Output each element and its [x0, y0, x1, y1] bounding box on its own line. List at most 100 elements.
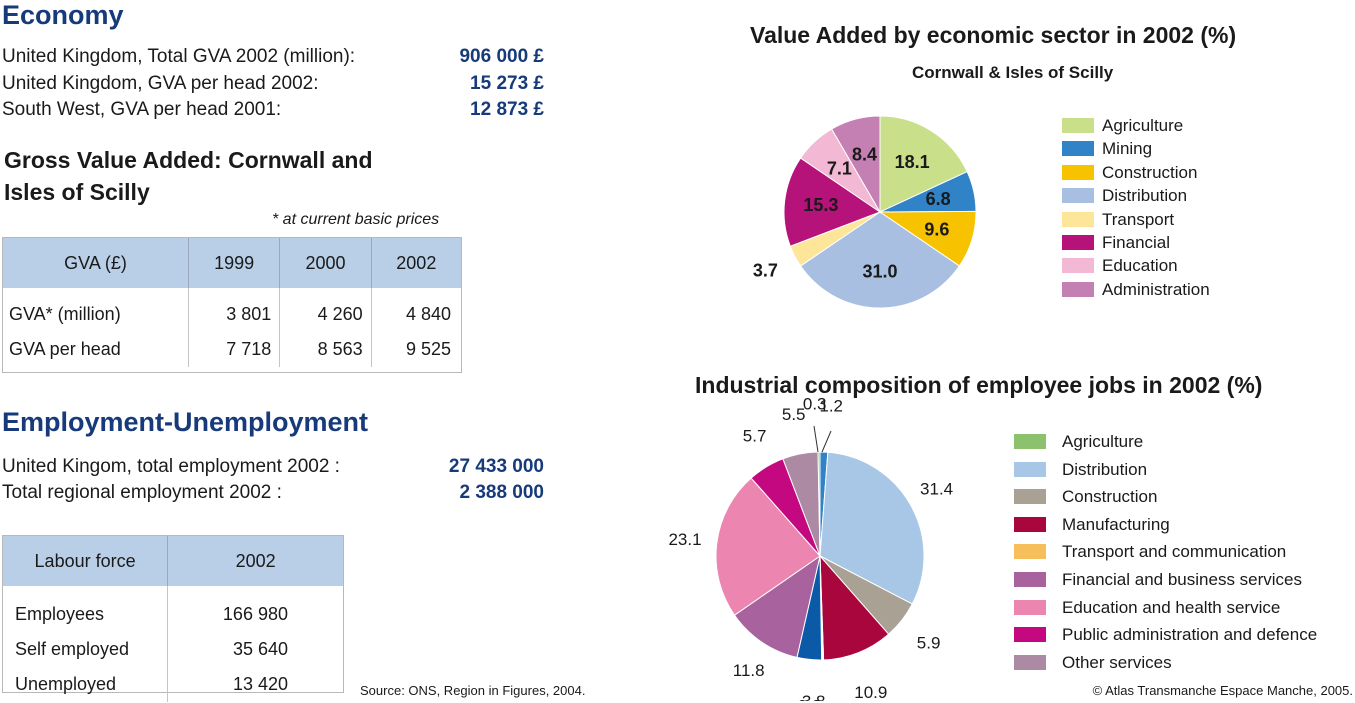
- legend-swatch: [1014, 461, 1046, 477]
- labour-cell: 166 980: [222, 604, 288, 624]
- economy-title: Economy: [2, 0, 124, 30]
- gva-cell: GVA per head: [3, 332, 189, 367]
- economy-row-label: United Kingdom, GVA per head 2002:: [2, 73, 319, 94]
- employment-row-label: United Kingom, total employment 2002 :: [2, 456, 340, 477]
- pie-slice-distribution: [799, 211, 961, 309]
- legend-swatch: [1062, 164, 1094, 180]
- economy-row-value: 906 000 £: [459, 46, 544, 67]
- economy-row-value: 12 873 £: [470, 99, 544, 120]
- pie-data-label: 31.0: [862, 262, 897, 282]
- labour-cell: 13 420: [232, 674, 288, 694]
- economy-row: United Kingdom, GVA per head 2002: 15 27…: [2, 73, 544, 97]
- labour-cell: 35 640: [232, 639, 288, 659]
- pie-data-label: 5.5: [782, 405, 806, 424]
- pie-slice-manufacturing: [819, 554, 890, 661]
- pie2-chart: 1.231.45.910.90.33.811.823.15.75.50.3: [668, 396, 953, 702]
- legend-swatch: [1014, 599, 1046, 615]
- gva-cell: 4 260: [279, 288, 372, 332]
- pie-data-label: 18.1: [895, 152, 930, 172]
- legend-label: Financial and business services: [1062, 570, 1303, 589]
- pie1-legend: Agriculture Mining Construction Distributio…: [1062, 116, 1242, 306]
- labour-cell: Unemployed: [3, 667, 169, 702]
- economy-row-value: 15 273 £: [470, 73, 544, 94]
- legend-swatch: [1014, 654, 1046, 670]
- labour-col-header: Labour force: [3, 536, 169, 586]
- legend-label: Mining: [1102, 139, 1153, 159]
- legend-label: Public administration and defence: [1062, 625, 1318, 645]
- pie2-title: Industrial composition of employee jobs …: [695, 372, 1263, 398]
- employment-row: United Kingom, total employment 2002 : 2…: [2, 456, 544, 480]
- pie-data-label: 15.3: [803, 195, 838, 215]
- pie-data-label: 23.1: [668, 530, 701, 549]
- legend-label: Construction: [1102, 162, 1198, 182]
- legend-label: Construction: [1062, 487, 1158, 507]
- table-row: Self employed 35 640: [3, 632, 343, 667]
- labour-table: Labour force 2002 Employees 166 980 Self…: [2, 535, 344, 702]
- gva-col-header: 2000: [279, 238, 372, 288]
- pie-slice-distribution: [819, 451, 925, 605]
- legend-swatch: [1062, 141, 1094, 157]
- pie-slice-agriculture: [879, 115, 968, 213]
- legend-swatch: [1014, 544, 1046, 560]
- labour-col-header: 2002: [167, 536, 343, 586]
- employment-row-value: 2 388 000: [459, 482, 544, 503]
- legend-label: Manufacturing: [1062, 514, 1170, 534]
- pie-data-label: 31.4: [920, 479, 953, 498]
- pie-data-label: 8.4: [852, 145, 877, 165]
- pie1-chart: 18.1 6.8 9.6 31.0 3.7 15.3 7.18.4: [753, 115, 977, 309]
- pie-leader-line: [821, 430, 832, 453]
- pie-data-label: 7.1: [827, 159, 852, 179]
- source-note: Source: ONS, Region in Figures, 2004.: [360, 683, 586, 698]
- economy-row-label: South West, GVA per head 2001:: [2, 99, 282, 120]
- legend-swatch: [1014, 434, 1046, 449]
- pie-data-label: 0.3: [803, 396, 827, 414]
- legend-swatch: [1062, 211, 1094, 227]
- economy-row: United Kingdom, Total GVA 2002 (million)…: [2, 46, 544, 70]
- legend-swatch: [1014, 489, 1046, 505]
- pie-data-label: 10.9: [854, 683, 887, 701]
- employment-row-value: 27 433 000: [448, 456, 544, 477]
- gva-cell: GVA* (million): [3, 288, 189, 332]
- economy-row-label: United Kingdom, Total GVA 2002 (million)…: [2, 46, 356, 67]
- legend-swatch: [1062, 118, 1094, 133]
- gva-cell: 9 525: [405, 339, 451, 359]
- legend-label: Agriculture: [1102, 116, 1184, 135]
- legend-label: Distribution: [1062, 459, 1148, 479]
- legend-swatch: [1062, 235, 1094, 250]
- pie-data-label: 11.8: [733, 661, 765, 680]
- legend-label: Education and health service: [1062, 597, 1281, 617]
- pie2-legend: Agriculture Distribution Construction Manuf…: [1014, 432, 1344, 682]
- labour-cell: Self employed: [3, 632, 169, 667]
- legend-label: Transport: [1102, 209, 1175, 229]
- legend-label: Administration: [1102, 279, 1210, 299]
- gva-table-header-row: GVA (£) 1999 2000 2002: [3, 238, 461, 288]
- credit-note: © Atlas Transmanche Espace Manche, 2005.: [1092, 683, 1353, 698]
- table-row: Employees 166 980: [3, 586, 343, 632]
- economy-row: South West, GVA per head 2001: 12 873 £: [2, 99, 544, 123]
- legend-label: Transport and communication: [1062, 542, 1287, 562]
- legend-swatch: [1014, 627, 1046, 643]
- legend-swatch: [1062, 188, 1094, 204]
- pie-leader-line: [813, 425, 819, 453]
- pie-data-label: 6.8: [926, 189, 951, 209]
- employment-title: Employment-Unemployment: [2, 407, 369, 437]
- pie-slice-agriculture: [817, 451, 821, 557]
- employment-row: Total regional employment 2002 : 2 388 0…: [2, 482, 544, 506]
- pie-data-label: 3.8: [802, 692, 826, 701]
- pie-data-label: 5.7: [743, 426, 767, 445]
- gva-title: Gross Value Added: Cornwall and Isles of…: [4, 147, 373, 205]
- pie-data-label: 0.3: [798, 697, 822, 702]
- table-row: Unemployed 13 420: [3, 667, 343, 702]
- legend-label: Education: [1102, 256, 1178, 276]
- pie-data-label: 1.2: [819, 397, 843, 416]
- legend-label: Distribution: [1102, 186, 1188, 206]
- employment-row-label: Total regional employment 2002 :: [2, 482, 282, 503]
- pie-slice-financial-and-business-services: [733, 554, 821, 659]
- labour-cell: Employees: [3, 586, 169, 632]
- gva-col-header: GVA (£): [3, 238, 189, 288]
- pie1-subtitle: Cornwall & Isles of Scilly: [912, 63, 1114, 82]
- legend-swatch: [1062, 258, 1094, 274]
- gva-cell: 4 840: [405, 304, 451, 324]
- pie-data-label: 3.7: [753, 261, 778, 281]
- gva-cell: 3 801: [188, 288, 281, 332]
